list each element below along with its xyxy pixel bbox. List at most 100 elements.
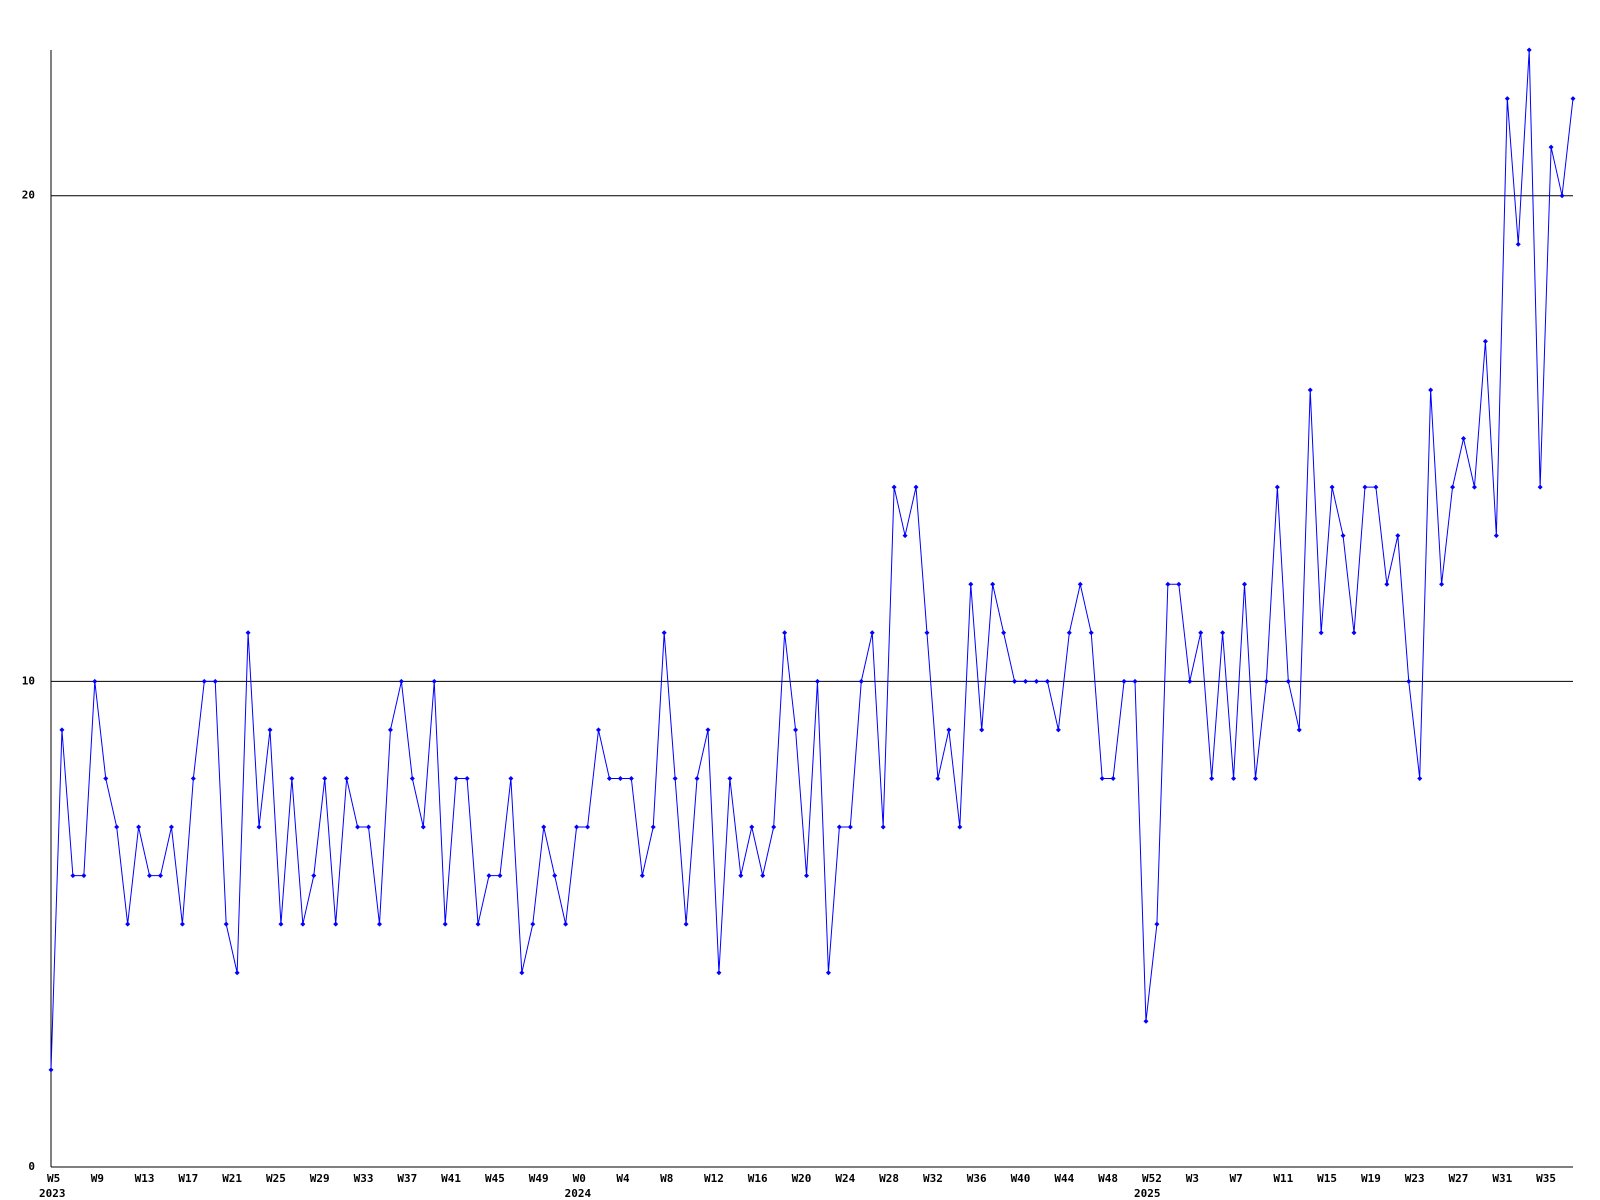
data-point	[1461, 436, 1467, 442]
data-point	[1285, 678, 1291, 684]
data-point	[793, 727, 799, 733]
x-tick-label: W49	[529, 1172, 549, 1185]
y-tick-label: 10	[22, 674, 35, 687]
data-point	[409, 775, 415, 781]
data-point	[157, 873, 163, 879]
x-tick-label: W41	[441, 1172, 461, 1185]
data-point	[59, 727, 65, 733]
data-point	[48, 1067, 54, 1073]
x-tick-label: W17	[178, 1172, 198, 1185]
x-tick-label: W21	[222, 1172, 242, 1185]
x-tick-label: W13	[135, 1172, 155, 1185]
x-tick-label: W9	[91, 1172, 104, 1185]
data-point	[322, 775, 328, 781]
data-point	[1340, 533, 1346, 539]
data-point	[136, 824, 142, 830]
data-point	[782, 630, 788, 636]
data-point	[1395, 533, 1401, 539]
data-point	[1044, 678, 1050, 684]
data-point	[1570, 96, 1576, 102]
data-point	[738, 873, 744, 879]
data-point	[125, 921, 131, 927]
data-point	[563, 921, 569, 927]
data-point	[1012, 678, 1018, 684]
x-tick-label: W23	[1405, 1172, 1425, 1185]
x-tick-label: W37	[397, 1172, 417, 1185]
x-year-label: 2024	[565, 1187, 592, 1200]
data-point	[1482, 338, 1488, 344]
data-point	[1526, 47, 1532, 53]
data-point	[946, 727, 952, 733]
data-point	[333, 921, 339, 927]
data-point	[595, 727, 601, 733]
data-point	[147, 873, 153, 879]
x-tick-label: W19	[1361, 1172, 1381, 1185]
data-point	[1329, 484, 1335, 490]
data-point	[628, 775, 634, 781]
data-point	[366, 824, 372, 830]
data-point	[289, 775, 295, 781]
data-point	[585, 824, 591, 830]
data-point	[1209, 775, 1215, 781]
data-point	[1450, 484, 1456, 490]
x-tick-label: W27	[1449, 1172, 1469, 1185]
data-point	[81, 873, 87, 879]
x-year-label: 2025	[1134, 1187, 1161, 1200]
data-point	[552, 873, 558, 879]
x-tick-label: W36	[967, 1172, 987, 1185]
x-tick-label: W35	[1536, 1172, 1556, 1185]
data-point	[1231, 775, 1237, 781]
data-point	[913, 484, 919, 490]
data-point	[1121, 678, 1127, 684]
data-point	[1559, 193, 1565, 199]
data-point	[300, 921, 306, 927]
data-point	[311, 873, 317, 879]
data-point	[1033, 678, 1039, 684]
data-point	[1351, 630, 1357, 636]
data-point	[661, 630, 667, 636]
data-point	[464, 775, 470, 781]
x-tick-label: W20	[792, 1172, 812, 1185]
data-point	[814, 678, 820, 684]
data-point	[968, 581, 974, 587]
data-point	[1439, 581, 1445, 587]
data-point	[1417, 775, 1423, 781]
data-point	[508, 775, 514, 781]
data-point	[836, 824, 842, 830]
data-point	[1263, 678, 1269, 684]
data-point	[1198, 630, 1204, 636]
data-point	[891, 484, 897, 490]
x-tick-label: W28	[879, 1172, 899, 1185]
data-point	[1373, 484, 1379, 490]
data-point	[606, 775, 612, 781]
data-point	[957, 824, 963, 830]
x-tick-label: W5	[47, 1172, 60, 1185]
data-point	[924, 630, 930, 636]
data-point	[1023, 678, 1029, 684]
x-tick-label: W16	[748, 1172, 768, 1185]
data-point	[869, 630, 875, 636]
x-tick-label: W0	[573, 1172, 586, 1185]
data-point	[639, 873, 645, 879]
x-tick-label: W25	[266, 1172, 286, 1185]
data-point	[190, 775, 196, 781]
data-point	[1077, 581, 1083, 587]
data-point	[683, 921, 689, 927]
data-point	[771, 824, 777, 830]
data-point	[387, 727, 393, 733]
x-tick-label: W29	[310, 1172, 330, 1185]
data-point	[344, 775, 350, 781]
data-point	[979, 727, 985, 733]
x-tick-label: W12	[704, 1172, 724, 1185]
data-point	[1110, 775, 1116, 781]
x-tick-label: W11	[1273, 1172, 1293, 1185]
data-point	[92, 678, 98, 684]
data-point	[1318, 630, 1324, 636]
data-point	[398, 678, 404, 684]
data-point	[519, 970, 525, 976]
data-point	[1143, 1018, 1149, 1024]
data-point	[825, 970, 831, 976]
data-point	[1066, 630, 1072, 636]
data-point	[858, 678, 864, 684]
data-point	[179, 921, 185, 927]
